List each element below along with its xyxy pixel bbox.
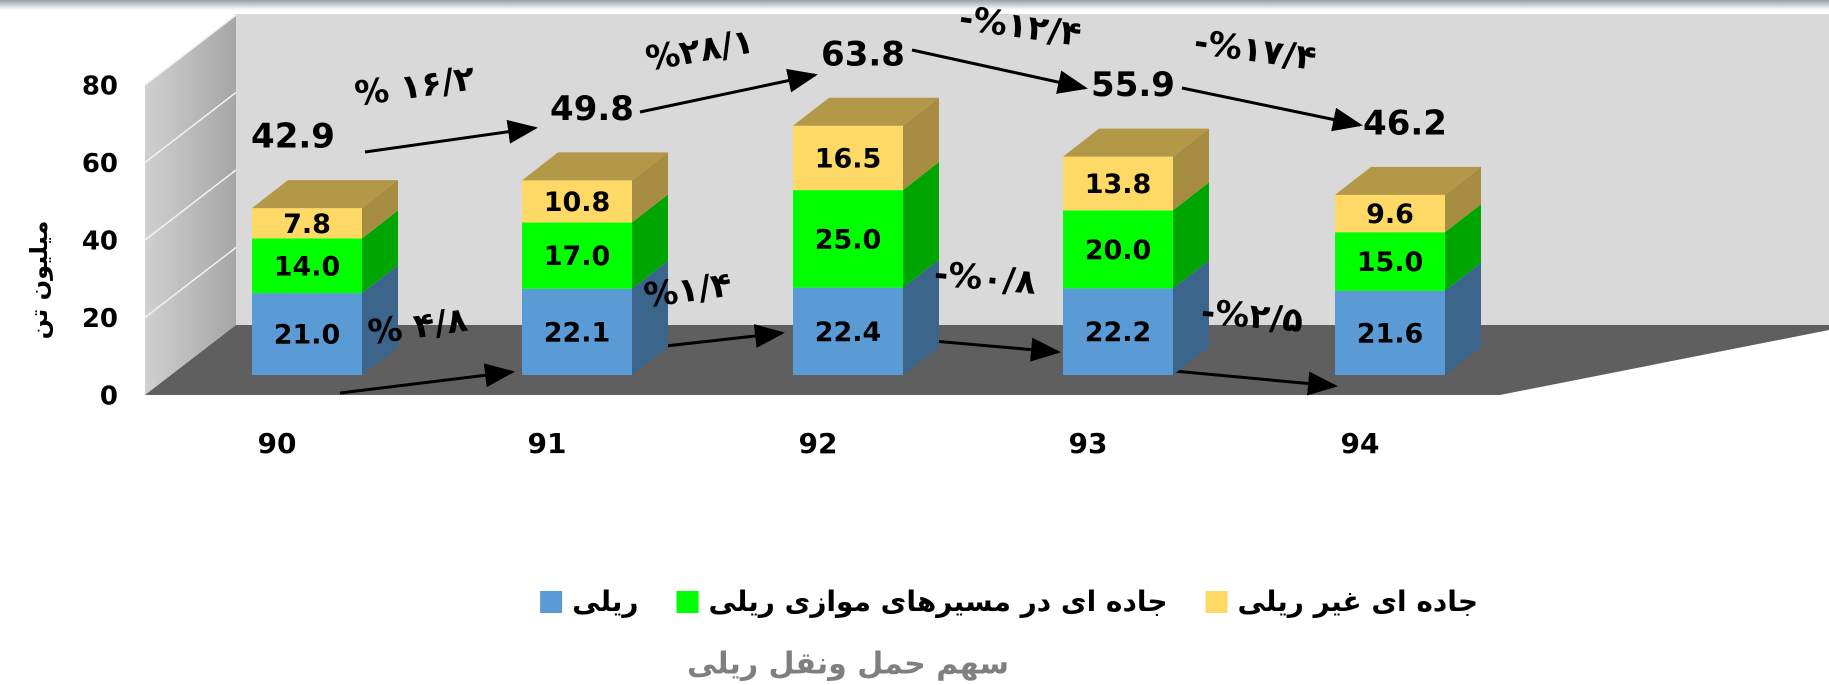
y-tick-label: 80 — [82, 72, 118, 102]
bar — [1063, 288, 1173, 375]
total-label: 63.8 — [821, 34, 905, 74]
legend-label: جاده ای غیر ریلی — [1238, 585, 1478, 618]
top-band — [0, 0, 1829, 10]
bar — [522, 180, 632, 223]
legend-label: جاده ای در مسیرهای موازی ریلی — [709, 585, 1168, 618]
x-tick-label: 94 — [1341, 427, 1380, 460]
bar-side — [903, 162, 939, 288]
bar — [1335, 194, 1445, 233]
bar-side — [362, 210, 398, 294]
bar — [793, 190, 903, 288]
value-label: 21.0 — [274, 320, 341, 351]
bar-side — [903, 97, 939, 191]
bar-top — [1063, 128, 1209, 157]
value-label: 7.8 — [283, 209, 331, 240]
bar-side — [362, 265, 398, 375]
x-tick-label: 93 — [1069, 427, 1108, 460]
total-label: 46.2 — [1363, 103, 1447, 143]
bar — [793, 125, 903, 191]
bar — [1063, 210, 1173, 289]
bar — [252, 293, 362, 375]
value-label: 17.0 — [544, 241, 611, 272]
bar — [522, 288, 632, 375]
grid-line — [144, 169, 237, 241]
bar-top — [252, 180, 398, 209]
x-tick-label: 90 — [258, 427, 297, 460]
bar-top — [793, 97, 939, 126]
legend-swatch — [676, 591, 699, 613]
y-tick-label: 40 — [82, 227, 118, 257]
chart-title: سهم حمل ونقل ریلی — [687, 647, 1009, 682]
legend-swatch — [540, 591, 563, 613]
value-label: 16.5 — [815, 143, 882, 174]
x-tick-label: 92 — [799, 427, 838, 460]
total-label: 55.9 — [1091, 65, 1175, 105]
bar-side — [1445, 166, 1481, 233]
bar — [522, 222, 632, 289]
value-label: 15.0 — [1357, 247, 1424, 278]
x-tick-label: 91 — [528, 427, 567, 460]
value-label: 9.6 — [1366, 199, 1414, 230]
bar — [252, 238, 362, 294]
y-axis-label: میلیون تن — [25, 221, 53, 340]
grid-line — [144, 14, 237, 86]
value-label: 13.8 — [1085, 169, 1152, 200]
bar-side — [632, 260, 668, 375]
bar-side — [1173, 128, 1209, 211]
bar-side — [1445, 262, 1481, 375]
bar — [1335, 232, 1445, 291]
value-label: 25.0 — [815, 224, 882, 255]
bar-side — [1445, 204, 1481, 291]
value-label: 10.8 — [544, 187, 611, 218]
bar-side — [1173, 260, 1209, 375]
y-tick-label: 0 — [100, 382, 118, 412]
grid-line — [144, 246, 237, 319]
value-label: 20.0 — [1085, 235, 1152, 266]
value-label: 22.4 — [815, 317, 882, 348]
total-label: 49.8 — [550, 89, 634, 129]
bar-side — [362, 180, 398, 239]
bar-side — [903, 259, 939, 375]
bar-top — [1335, 166, 1481, 195]
y-tick-label: 60 — [82, 149, 118, 179]
legend-swatch — [1205, 591, 1228, 613]
value-label: 14.0 — [274, 251, 341, 282]
total-label: 42.9 — [251, 117, 335, 157]
bar — [793, 287, 903, 375]
bar-side — [1173, 182, 1209, 289]
grid-line — [144, 91, 237, 164]
bar — [1335, 290, 1445, 375]
legend-label: ریلی — [572, 585, 638, 618]
bar — [1063, 156, 1173, 211]
bar-side — [632, 152, 668, 223]
y-tick-label: 20 — [82, 304, 118, 334]
change-label: -%۰/۸ — [933, 254, 1038, 303]
value-label: 22.2 — [1085, 317, 1152, 348]
value-label: 21.6 — [1357, 318, 1424, 349]
change-label: -%۲/۵ — [1200, 292, 1305, 341]
bar-side — [632, 194, 668, 289]
bar — [252, 208, 362, 239]
value-label: 22.1 — [544, 317, 611, 348]
bar-top — [522, 152, 668, 181]
